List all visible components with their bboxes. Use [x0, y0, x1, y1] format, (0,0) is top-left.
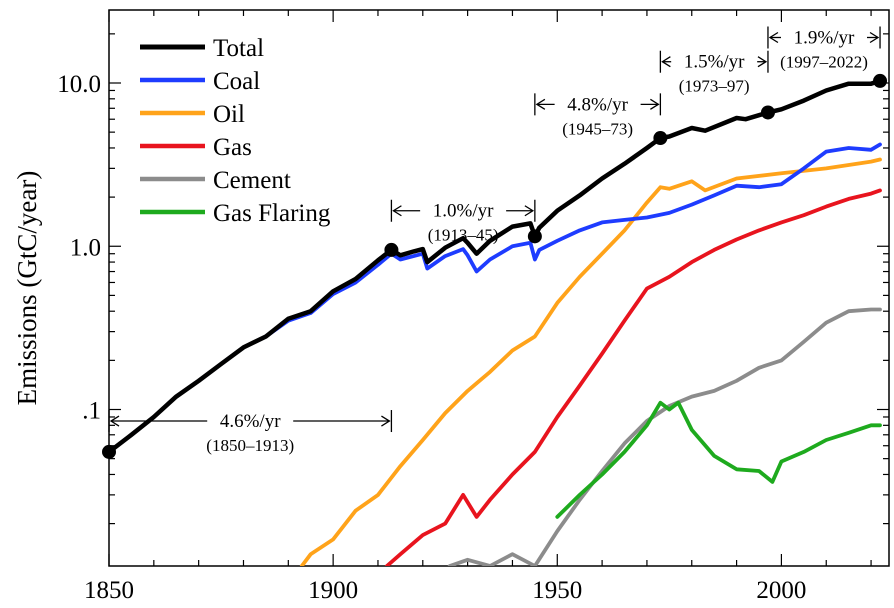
annotation-rate: 1.0%/yr	[433, 201, 494, 222]
period-marker	[527, 229, 542, 244]
period-markers	[102, 73, 888, 459]
annotation-period: (1850–1913)	[206, 436, 294, 455]
period-marker	[102, 444, 116, 459]
legend-label-oil: Oil	[213, 101, 245, 128]
legend: Total Coal Oil Gas Cement Gas Flaring	[140, 35, 331, 227]
legend-label-total: Total	[213, 35, 264, 62]
legend-label-cement: Cement	[213, 167, 291, 194]
annotation-arrowhead-left	[109, 415, 120, 427]
legend-label-gas-flaring: Gas Flaring	[213, 200, 331, 227]
plot-frame	[108, 9, 890, 567]
y-tick-label: .1	[82, 398, 101, 425]
series-line-gas	[384, 188, 882, 566]
x-axis: 1850 1900 1950 2000	[84, 10, 872, 604]
y-tick-label: 10.0	[57, 71, 101, 98]
annotation-arrowhead-left	[768, 31, 779, 44]
period-marker	[873, 73, 888, 88]
annotation-rate: 4.6%/yr	[220, 411, 281, 432]
annotation-arrowhead-right	[757, 56, 768, 68]
annotation-rate: 1.5%/yr	[684, 52, 745, 73]
period-marker	[653, 131, 668, 146]
x-tick-label: 1900	[308, 577, 358, 604]
series-line-oil	[299, 157, 882, 566]
annotation-rate: 1.9%/yr	[794, 27, 855, 48]
period-marker	[760, 105, 775, 120]
legend-label-gas: Gas	[213, 134, 252, 161]
x-tick-label: 2000	[756, 577, 806, 604]
annotation-arrowhead-right	[869, 31, 880, 44]
annotation-arrowhead-right	[650, 98, 660, 110]
series-line-gas-flaring	[555, 400, 882, 519]
annotation-period: (1945–73)	[562, 119, 633, 138]
period-marker	[384, 242, 399, 257]
legend-label-coal: Coal	[213, 68, 260, 95]
annotation-period: (1913–45)	[428, 226, 499, 245]
series-line-total	[109, 78, 883, 455]
y-axis-label: Emissions (GtC/year)	[12, 171, 42, 406]
x-tick-label: 1950	[532, 577, 582, 604]
series-line-cement	[447, 307, 882, 566]
annotation-arrowhead-right	[524, 205, 535, 217]
annotation-period: (1997–2022)	[780, 52, 868, 71]
growth-annotations: 4.6%/yr (1850–1913) 1.0%/yr (1913–45) 4.8%/y…	[108, 26, 881, 455]
annotation-arrowhead-right	[381, 415, 391, 427]
annotation-arrowhead-left	[661, 56, 671, 68]
series-lines	[109, 78, 883, 566]
x-tick-label: 1850	[84, 577, 134, 604]
annotation-arrowhead-left	[535, 98, 546, 110]
annotation-rate: 4.8%/yr	[567, 94, 628, 115]
annotation-period: (1973–97)	[679, 77, 750, 96]
annotation-arrowhead-left	[392, 205, 402, 217]
y-tick-label: 1.0	[70, 234, 101, 261]
